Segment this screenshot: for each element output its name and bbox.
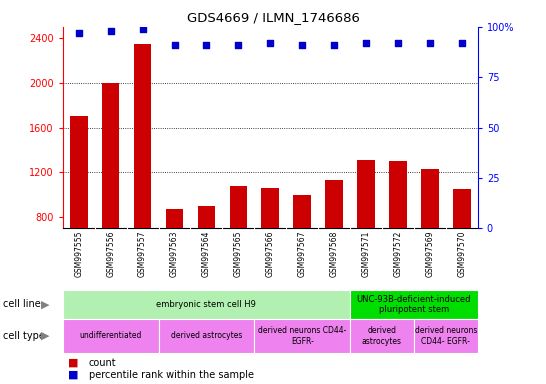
Bar (63, 290, 350, 319)
Text: GSM997569: GSM997569 (425, 230, 435, 277)
Text: GSM997572: GSM997572 (394, 230, 402, 277)
Text: derived astrocytes: derived astrocytes (171, 331, 242, 341)
Text: GSM997570: GSM997570 (458, 230, 466, 277)
Point (170, 42, 179, 48)
Text: GSM997571: GSM997571 (361, 230, 371, 277)
Text: percentile rank within the sample: percentile rank within the sample (89, 370, 254, 380)
Text: GSM997556: GSM997556 (106, 230, 115, 277)
Bar (325, 180, 343, 307)
Bar (421, 169, 438, 307)
Point (458, 40, 466, 46)
Bar (63, 319, 158, 353)
Text: count: count (89, 358, 117, 368)
Text: GSM997568: GSM997568 (330, 230, 339, 277)
Point (394, 40, 402, 46)
Text: embryonic stem cell H9: embryonic stem cell H9 (157, 300, 257, 309)
Text: ▶: ▶ (40, 299, 49, 310)
Bar (262, 188, 279, 307)
Point (202, 42, 211, 48)
Text: UNC-93B-deficient-induced
pluripotent stem: UNC-93B-deficient-induced pluripotent st… (357, 295, 471, 314)
Point (74, 30, 83, 36)
Bar (198, 206, 215, 307)
Point (138, 26, 147, 32)
Text: ■: ■ (68, 370, 79, 380)
Bar (414, 319, 478, 353)
Text: GSM997555: GSM997555 (74, 230, 83, 277)
Text: GSM997557: GSM997557 (138, 230, 147, 277)
Bar (453, 189, 471, 307)
Text: GSM997567: GSM997567 (298, 230, 307, 277)
Text: ▶: ▶ (40, 331, 49, 341)
Point (106, 28, 115, 34)
Bar (70, 116, 87, 307)
Text: GSM997564: GSM997564 (202, 230, 211, 277)
Bar (389, 161, 407, 307)
Text: GDS4669 / ILMN_1746686: GDS4669 / ILMN_1746686 (187, 12, 359, 25)
Text: GSM997563: GSM997563 (170, 230, 179, 277)
Bar (350, 290, 478, 319)
Point (361, 40, 370, 46)
Bar (350, 319, 414, 353)
Bar (254, 319, 350, 353)
Bar (166, 209, 183, 307)
Text: GSM997565: GSM997565 (234, 230, 243, 277)
Text: ■: ■ (68, 358, 79, 368)
Text: derived neurons CD44-
EGFR-: derived neurons CD44- EGFR- (258, 326, 346, 346)
Bar (229, 186, 247, 307)
Bar (102, 83, 120, 307)
Text: derived neurons
CD44- EGFR-: derived neurons CD44- EGFR- (414, 326, 477, 346)
Text: cell type: cell type (3, 331, 45, 341)
Point (425, 40, 434, 46)
Bar (357, 160, 375, 307)
Point (330, 42, 339, 48)
Text: undifferentiated: undifferentiated (80, 331, 142, 341)
Bar (158, 319, 254, 353)
Text: derived
astrocytes: derived astrocytes (362, 326, 402, 346)
Point (298, 42, 306, 48)
Point (234, 42, 243, 48)
Bar (293, 195, 311, 307)
Bar (134, 44, 151, 307)
Text: cell line: cell line (3, 299, 40, 310)
Text: GSM997566: GSM997566 (266, 230, 275, 277)
Point (266, 40, 275, 46)
